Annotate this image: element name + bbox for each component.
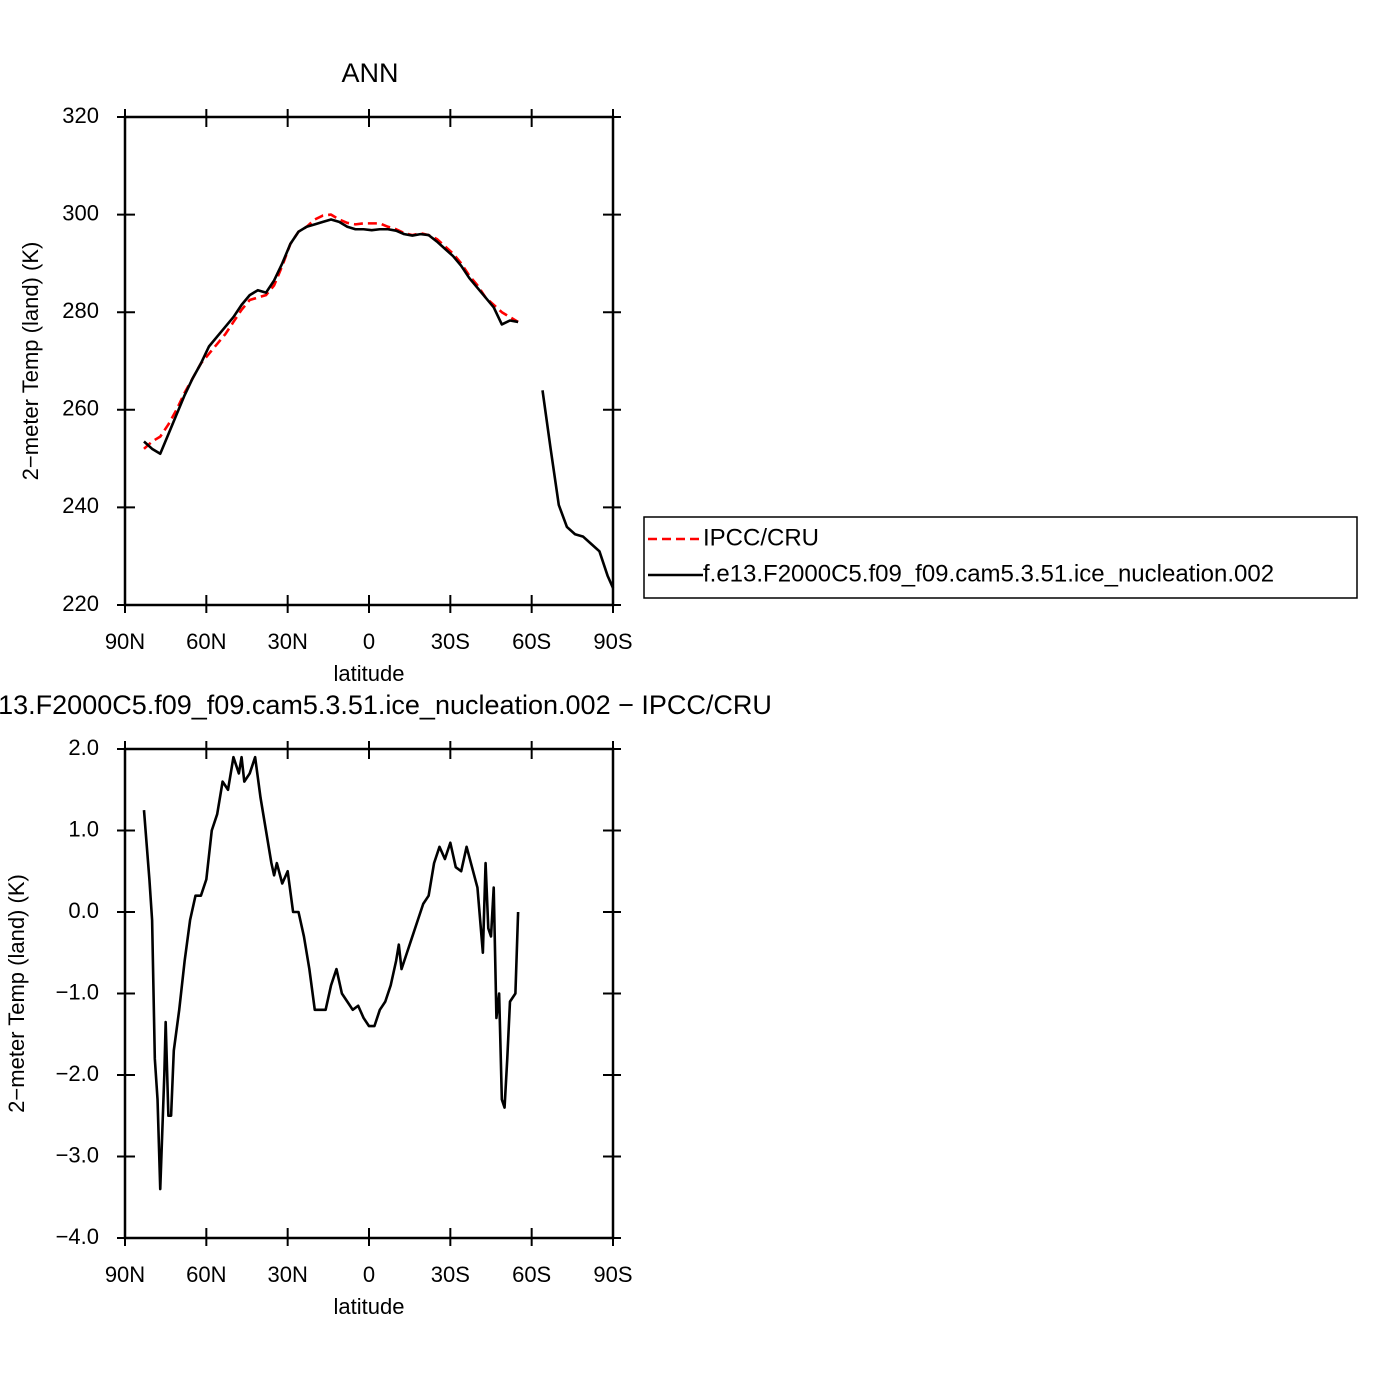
legend-label: IPCC/CRU	[703, 524, 819, 551]
x-tick-label: 90N	[105, 629, 145, 654]
legend: IPCC/CRU f.e13.F2000C5.f09_f09.cam5.3.51.…	[643, 516, 1358, 599]
chart-title: f.e13.F2000C5.f09_f09.cam5.3.51.ice_nucl…	[0, 690, 772, 720]
legend-label: f.e13.F2000C5.f09_f09.cam5.3.51.ice_nucl…	[703, 560, 1274, 587]
y-tick-label: 2.0	[68, 735, 99, 760]
x-tick-label: 60S	[512, 629, 551, 654]
x-tick-label: 90N	[105, 1262, 145, 1287]
x-tick-label: 0	[363, 1262, 375, 1287]
data-line	[142, 755, 520, 1191]
x-tick-label: 60N	[186, 1262, 226, 1287]
y-tick-label: 220	[62, 591, 99, 616]
x-tick-label: 90S	[593, 629, 632, 654]
x-tick-label: 90S	[593, 1262, 632, 1287]
x-axis-label: latitude	[334, 661, 405, 686]
plot-frame	[123, 115, 615, 607]
x-tick-label: 30S	[431, 1262, 470, 1287]
y-tick-label: −2.0	[56, 1061, 99, 1086]
y-tick-label: 280	[62, 298, 99, 323]
data-line	[143, 213, 519, 450]
y-tick-label: 300	[62, 200, 99, 225]
y-tick-label: 240	[62, 493, 99, 518]
legend-box	[643, 516, 1358, 599]
y-tick-label: 1.0	[68, 816, 99, 841]
x-axis-label: latitude	[334, 1294, 405, 1319]
y-axis-label: 2−meter Temp (land) (K)	[4, 874, 29, 1113]
y-tick-label: 0.0	[68, 898, 99, 923]
y-tick-label: 260	[62, 396, 99, 421]
x-tick-label: 30S	[431, 629, 470, 654]
y-tick-label: −3.0	[56, 1142, 99, 1167]
y-axis-label: 2−meter Temp (land) (K)	[18, 242, 43, 481]
y-tick-label: −4.0	[56, 1224, 99, 1249]
x-tick-label: 60N	[186, 629, 226, 654]
y-tick-label: −1.0	[56, 979, 99, 1004]
y-tick-label: 320	[62, 103, 99, 128]
data-line	[143, 218, 615, 589]
chart-title: ANN	[341, 58, 398, 88]
x-tick-label: 0	[363, 629, 375, 654]
plot-frame	[123, 747, 615, 1240]
x-tick-label: 30N	[267, 1262, 307, 1287]
x-tick-label: 30N	[267, 629, 307, 654]
x-tick-label: 60S	[512, 1262, 551, 1287]
